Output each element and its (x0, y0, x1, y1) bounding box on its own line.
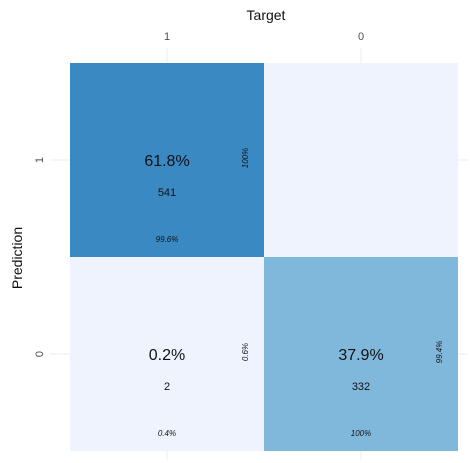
cell-row-percent: 0.6% (241, 343, 250, 361)
cell-row-percent: 99.4% (435, 341, 444, 364)
cell-percent: 0.2% (149, 347, 185, 364)
cell-row-percent: 100% (241, 148, 250, 168)
y-tick-label: 0 (34, 351, 46, 357)
cell-column-percent: 100% (351, 429, 371, 438)
heatmap-cell: 0.2% 2 0.4% 0.6% (70, 257, 264, 451)
y-tick-label: 1 (34, 157, 46, 163)
heatmap-cells: 61.8% 541 99.6% 100% 0.2% 2 0.4% 0.6% 37.9% 332 10… (70, 63, 458, 451)
cell-column-percent: 0.4% (158, 429, 176, 438)
cell-fill (264, 63, 458, 257)
heatmap-cell: 37.9% 332 100% 99.4% (264, 257, 458, 451)
cell-fill (70, 257, 264, 451)
heatmap-cell (264, 63, 458, 257)
cell-fill (70, 63, 264, 257)
y-axis-title: Prediction (9, 227, 25, 289)
x-tick-label: 0 (358, 31, 364, 43)
cell-percent: 37.9% (338, 347, 383, 364)
cell-count: 332 (352, 381, 370, 393)
x-axis-title: Target (247, 7, 286, 23)
cell-percent: 61.8% (144, 153, 189, 170)
cell-count: 541 (158, 187, 176, 199)
cell-count: 2 (164, 381, 170, 393)
cell-fill (264, 257, 458, 451)
cell-column-percent: 99.6% (156, 235, 179, 244)
heatmap-cell: 61.8% 541 99.6% 100% (70, 63, 264, 257)
tick-labels: 1 0 1 0 (34, 31, 364, 357)
x-tick-label: 1 (164, 31, 170, 43)
